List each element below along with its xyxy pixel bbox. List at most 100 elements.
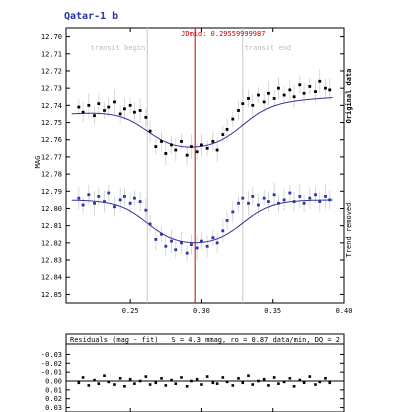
- main-plot-frame: [65, 27, 345, 304]
- data-point: [148, 129, 152, 133]
- data-point: [118, 198, 122, 202]
- residual-y-tick-label: 0.03: [45, 404, 62, 412]
- residual-point: [324, 377, 327, 380]
- residual-point: [318, 380, 322, 384]
- data-point: [288, 88, 292, 92]
- data-point: [318, 79, 322, 83]
- residual-point: [257, 379, 260, 383]
- data-point: [103, 200, 106, 203]
- y-tick-label: 12.82: [41, 239, 62, 247]
- data-point: [160, 140, 163, 143]
- data-point: [282, 198, 286, 202]
- residuals-marks: [77, 374, 332, 388]
- data-point: [237, 201, 240, 205]
- residuals-stats: S = 4.3 mmag, ro = 0.87 data/min, DQ = 2: [171, 336, 340, 344]
- y-tick-label: 12.84: [41, 274, 62, 282]
- residual-point: [190, 379, 193, 383]
- data-point: [170, 239, 173, 243]
- residual-point: [314, 383, 317, 386]
- data-point: [328, 198, 332, 202]
- data-point: [144, 208, 148, 212]
- data-point: [160, 232, 163, 236]
- data-point: [180, 241, 183, 245]
- residual-point: [148, 383, 152, 386]
- data-point: [302, 201, 306, 205]
- data-point: [190, 243, 193, 246]
- residual-point: [211, 381, 215, 385]
- residual-point: [328, 381, 332, 385]
- residual-point: [77, 381, 81, 385]
- data-point: [211, 140, 215, 143]
- residual-y-tick-label: -0.03: [41, 351, 62, 359]
- y-tick-label: 12.73: [41, 85, 62, 93]
- data-point: [97, 195, 101, 198]
- data-point: [257, 93, 260, 97]
- data-point: [93, 114, 96, 118]
- residual-point: [221, 376, 225, 379]
- residual-y-tick-label: -0.01: [41, 369, 62, 377]
- data-point: [247, 97, 250, 100]
- residual-y-tick-label: 0.00: [45, 378, 62, 386]
- y-axis-label: MAG: [34, 156, 42, 169]
- data-point: [324, 86, 327, 90]
- residual-point: [267, 384, 270, 387]
- residual-point: [272, 376, 276, 379]
- residuals-plot: Residuals (mag - fit) S = 4.3 mmag, ro =…: [41, 333, 345, 412]
- data-point: [87, 103, 91, 107]
- residual-point: [133, 382, 136, 385]
- data-point: [107, 191, 111, 195]
- data-point: [195, 246, 199, 250]
- data-point: [97, 102, 101, 106]
- residual-point: [298, 378, 302, 382]
- data-point: [231, 117, 235, 121]
- residual-point: [93, 378, 96, 382]
- data-point: [267, 200, 270, 203]
- data-point: [138, 200, 142, 203]
- data-point: [221, 229, 225, 233]
- data-point: [318, 200, 322, 203]
- transit-begin-label: transit begin: [90, 44, 145, 52]
- data-point: [170, 143, 173, 147]
- data-point: [277, 201, 280, 205]
- data-point: [298, 83, 302, 87]
- trend-removed-label: Trend removed: [345, 203, 353, 258]
- chart-title: Qatar-1 b: [64, 11, 118, 22]
- data-point: [324, 195, 327, 198]
- data-point: [262, 100, 266, 104]
- main-x-ticks: 0.25 0.30 0.35 0.40: [122, 28, 353, 315]
- residual-point: [180, 376, 183, 379]
- data-point: [154, 145, 158, 148]
- residual-point: [185, 385, 189, 388]
- residual-point: [123, 385, 126, 388]
- residual-y-tick-label: -0.02: [41, 360, 62, 368]
- residual-point: [170, 378, 173, 382]
- x-tick-label: 0.40: [336, 307, 353, 315]
- data-point: [195, 150, 199, 154]
- data-point: [128, 103, 132, 107]
- residual-point: [174, 382, 178, 385]
- data-point: [211, 236, 215, 240]
- data-point: [225, 128, 229, 131]
- data-point: [298, 195, 302, 198]
- data-point: [292, 95, 296, 99]
- y-tick-label: 12.72: [41, 67, 62, 75]
- data-point: [282, 93, 286, 97]
- data-point: [164, 244, 168, 248]
- data-point: [200, 143, 203, 147]
- residual-point: [302, 381, 306, 385]
- data-point: [241, 196, 245, 200]
- y-tick-label: 12.76: [41, 136, 62, 144]
- residual-point: [200, 383, 203, 386]
- data-point: [314, 90, 317, 93]
- residual-point: [292, 385, 296, 388]
- data-point: [118, 112, 122, 116]
- residual-point: [144, 375, 148, 378]
- data-point: [113, 205, 116, 209]
- data-point: [190, 145, 193, 148]
- data-point: [77, 196, 81, 200]
- residual-point: [113, 383, 116, 386]
- residual-point: [164, 384, 168, 387]
- residual-point: [205, 375, 209, 378]
- main-grid: [146, 28, 244, 303]
